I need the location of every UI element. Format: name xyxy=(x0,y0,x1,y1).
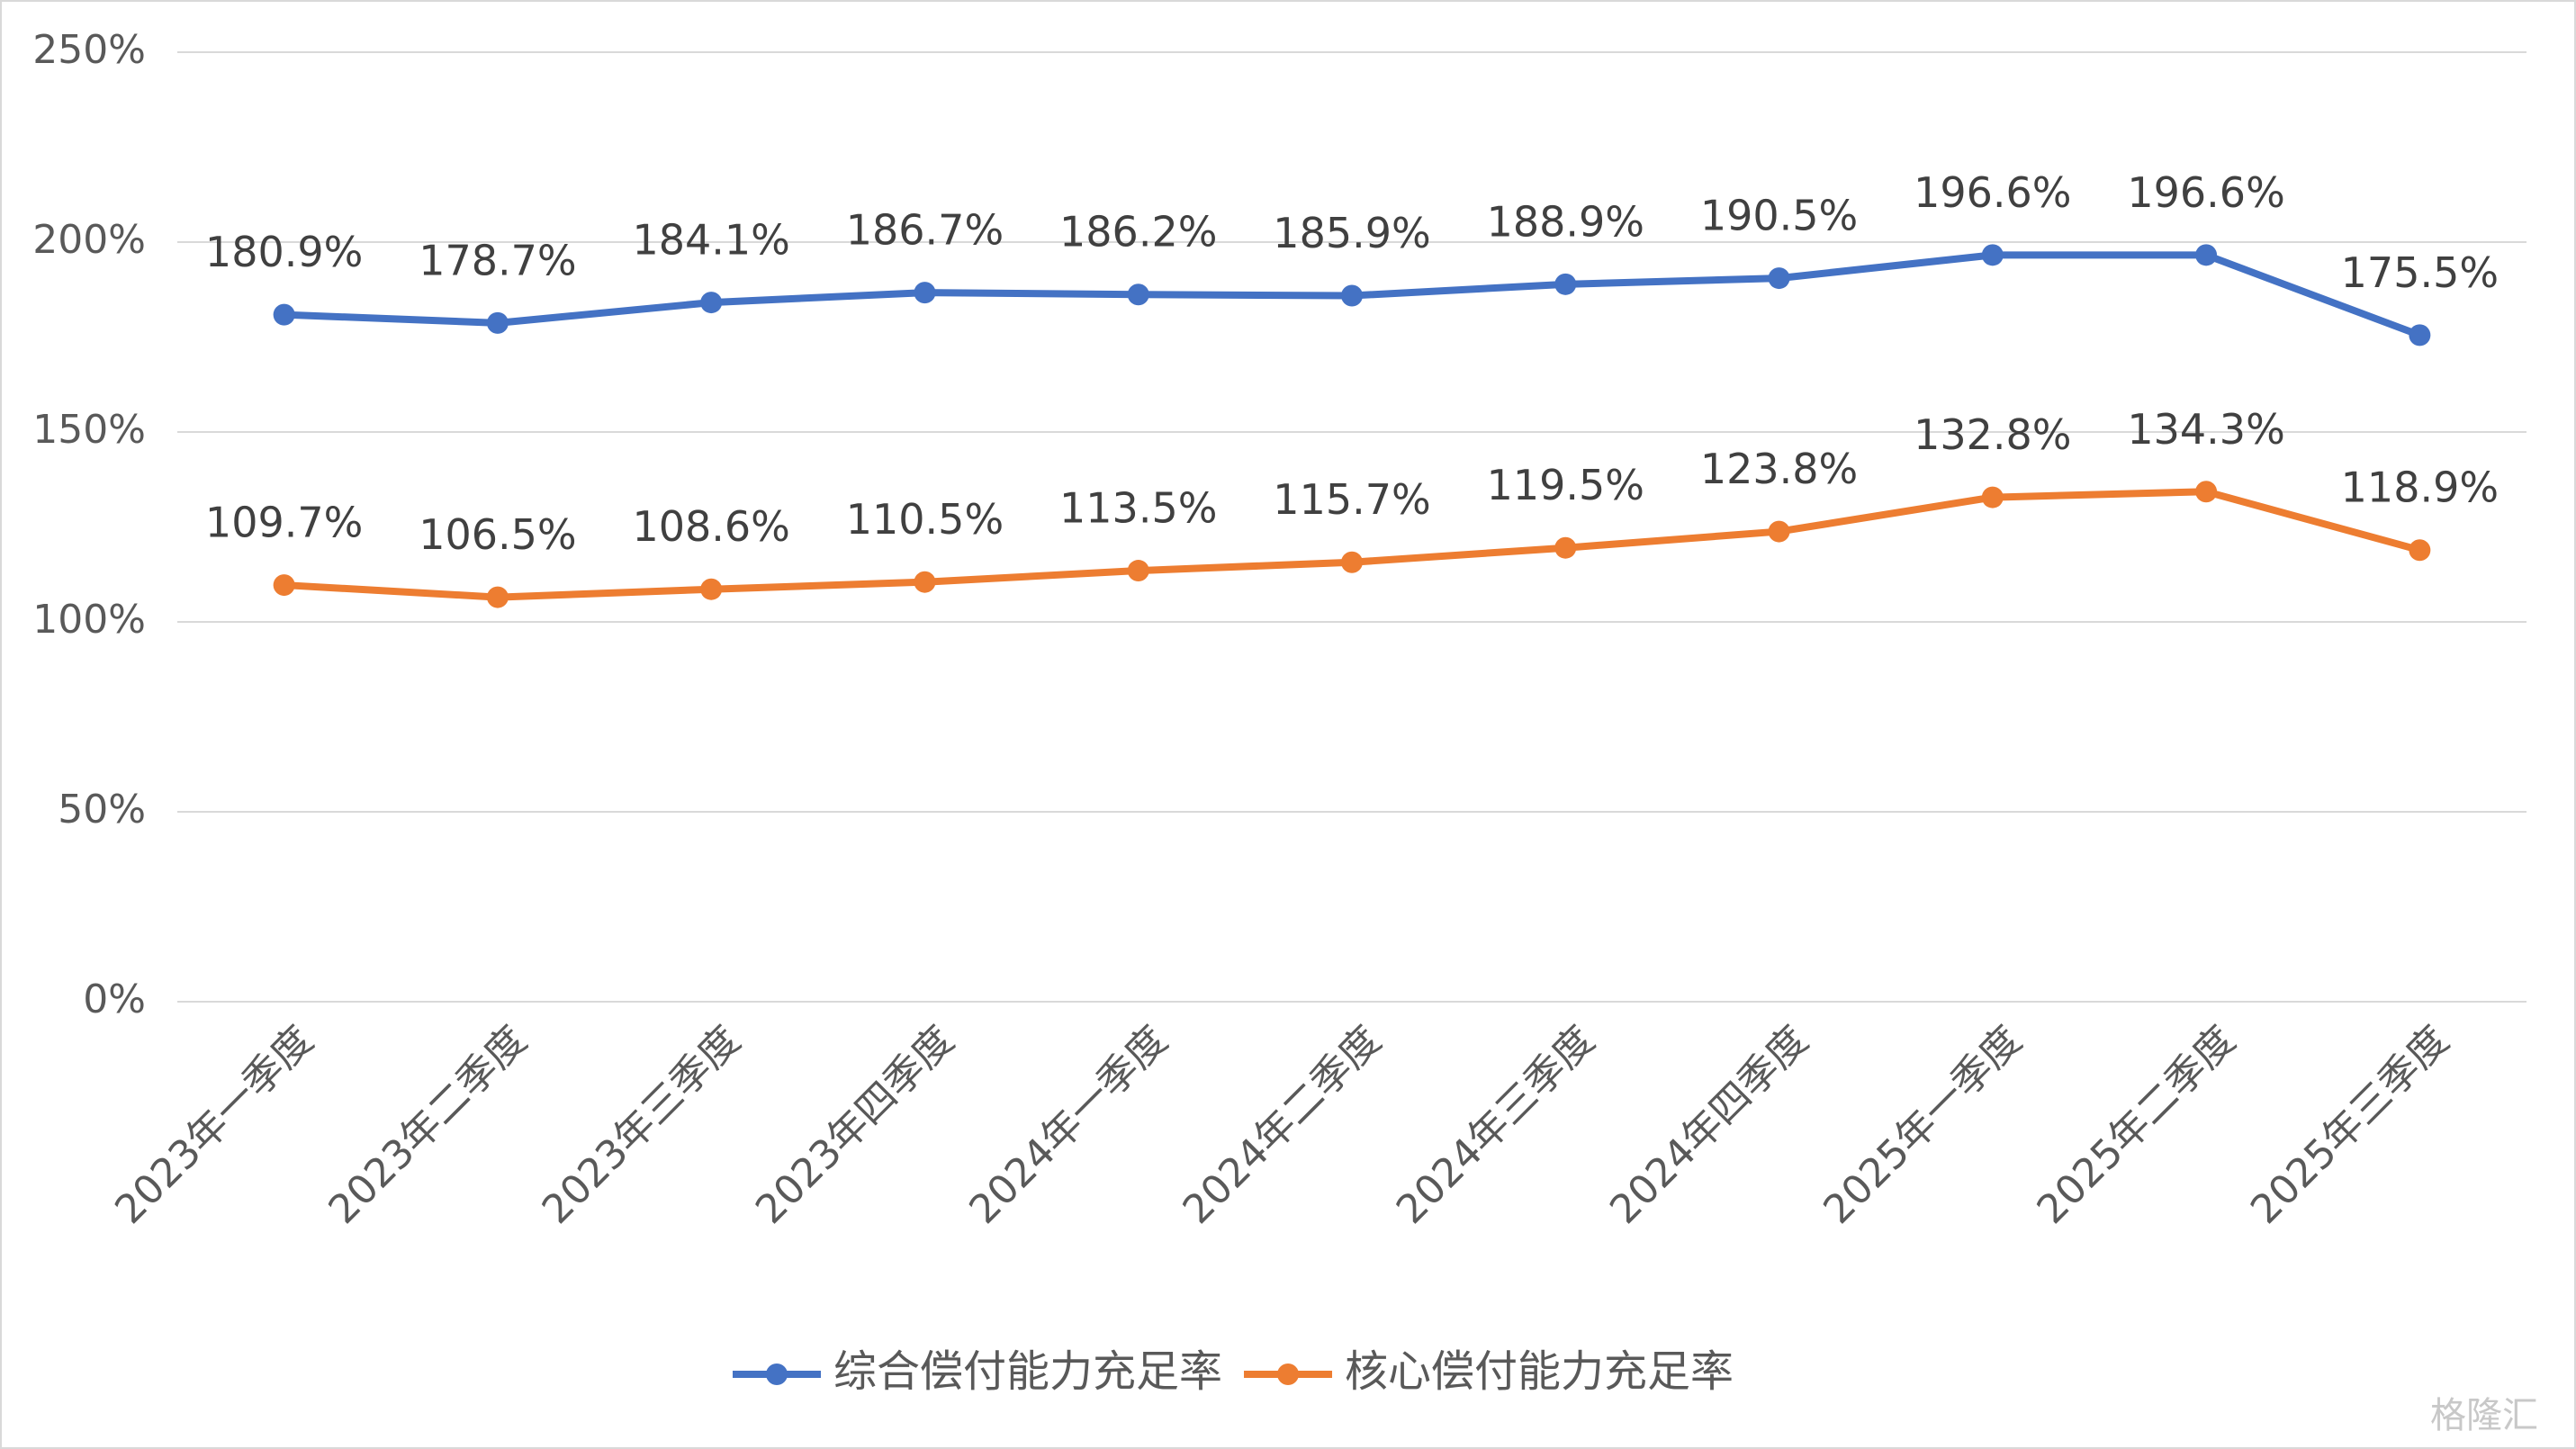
point xyxy=(1981,486,2004,508)
data-label: 196.6% xyxy=(1914,168,2071,217)
data-label: 180.9% xyxy=(205,228,363,276)
data-label: 110.5% xyxy=(846,495,1004,544)
point xyxy=(914,282,936,304)
y-tick-label: 150% xyxy=(32,407,146,453)
y-tick-label: 0% xyxy=(83,976,146,1022)
point xyxy=(1127,560,1149,582)
point xyxy=(1768,520,1790,543)
legend-marker xyxy=(1277,1364,1300,1385)
data-label: 115.7% xyxy=(1273,475,1430,524)
point xyxy=(273,574,295,597)
data-label: 178.7% xyxy=(419,236,576,284)
watermark: 格隆汇 xyxy=(2430,1395,2538,1436)
data-label: 184.1% xyxy=(632,216,789,265)
point xyxy=(2409,324,2431,346)
point xyxy=(2195,481,2218,503)
point xyxy=(700,578,723,600)
point xyxy=(700,292,723,314)
legend-label: 综合偿付能力充足率 xyxy=(833,1346,1222,1397)
data-label: 123.8% xyxy=(1700,445,1858,493)
data-label: 108.6% xyxy=(632,502,789,551)
point xyxy=(2409,539,2431,562)
point xyxy=(1768,267,1790,290)
data-label: 132.8% xyxy=(1914,410,2071,459)
point xyxy=(273,303,295,326)
data-label: 119.5% xyxy=(1487,461,1644,509)
point xyxy=(486,311,509,334)
point xyxy=(1341,284,1363,307)
legend-label: 核心偿付能力充足率 xyxy=(1345,1346,1734,1397)
point xyxy=(486,586,509,608)
data-label: 186.7% xyxy=(846,206,1004,255)
data-label: 109.7% xyxy=(205,499,363,547)
y-tick-label: 50% xyxy=(58,787,146,832)
data-label: 113.5% xyxy=(1059,484,1217,533)
point xyxy=(1554,536,1577,559)
data-label: 118.9% xyxy=(2341,464,2499,512)
data-label: 196.6% xyxy=(2127,168,2284,217)
y-tick-label: 100% xyxy=(32,597,146,643)
data-label: 186.2% xyxy=(1059,208,1217,256)
data-label: 190.5% xyxy=(1700,192,1858,240)
data-label: 175.5% xyxy=(2341,248,2499,297)
data-label: 106.5% xyxy=(419,510,576,559)
legend-marker xyxy=(766,1364,788,1385)
point xyxy=(1981,244,2004,266)
y-tick-label: 250% xyxy=(32,27,146,73)
point xyxy=(914,571,936,593)
data-label: 185.9% xyxy=(1273,209,1430,257)
point xyxy=(1554,273,1577,295)
point xyxy=(1127,284,1149,306)
y-tick-label: 200% xyxy=(32,217,146,263)
data-label: 134.3% xyxy=(2127,405,2284,454)
point xyxy=(1341,551,1363,573)
data-label: 188.9% xyxy=(1487,197,1644,246)
point xyxy=(2195,244,2218,266)
